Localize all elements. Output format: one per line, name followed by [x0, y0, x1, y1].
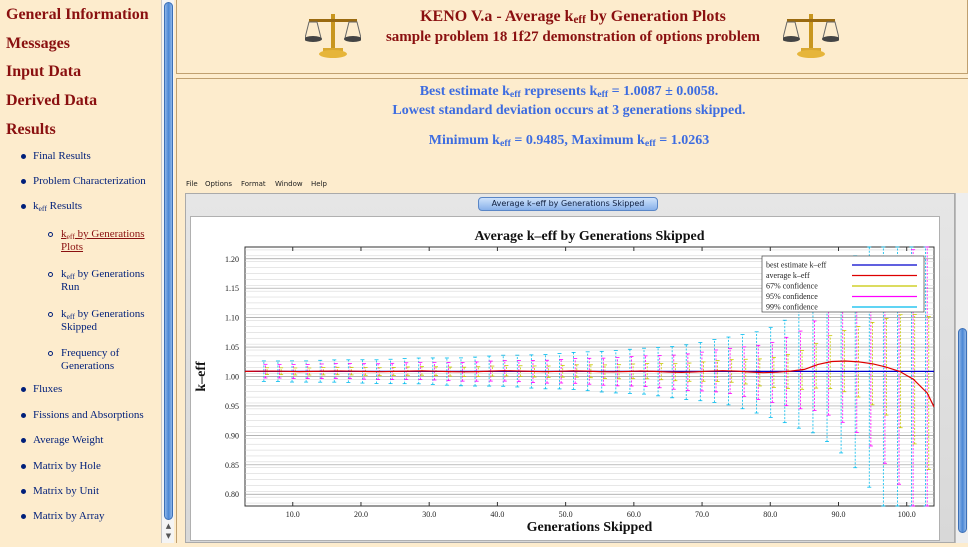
nav-keff-plots-label: keff by Generations Plots	[61, 228, 145, 253]
y-tick-label: 1.10	[225, 314, 239, 323]
x-tick-label: 40.0	[490, 510, 504, 519]
nav-keff-results[interactable]: keff Results	[21, 200, 82, 212]
scroll-down-arrow-icon[interactable]: ▼	[165, 532, 172, 540]
right-scrollbar-thumb[interactable]	[958, 328, 967, 533]
nav-results[interactable]: Results	[6, 121, 56, 138]
legend-label: 95% confidence	[766, 292, 818, 301]
y-tick-label: 1.00	[225, 373, 239, 382]
x-tick-label: 80.0	[763, 510, 777, 519]
header-panel: KENO V.a - Average keff by Generation Pl…	[176, 0, 968, 74]
nav-scrollbar[interactable]: ▲ ▼	[161, 0, 174, 543]
nav-problem-characterization[interactable]: Problem Characterization	[21, 175, 146, 187]
applet-menubar: File Options Format Window Help	[184, 178, 968, 192]
nav-keff-results-k: k	[33, 200, 39, 212]
navigation-pane: General Information Messages Input Data …	[0, 0, 174, 543]
nav-messages[interactable]: Messages	[6, 35, 70, 52]
right-scrollbar[interactable]	[955, 193, 968, 543]
nav-matrix-unit-label: Matrix by Unit	[33, 485, 99, 497]
nav-fluxes[interactable]: Fluxes	[21, 383, 62, 395]
page-subtitle: sample problem 18 1f27 demonstration of …	[385, 29, 761, 45]
y-tick-label: 1.05	[225, 343, 239, 352]
chart-title: Average k–eff by Generations Skipped	[475, 229, 705, 244]
nav-final-results-label: Final Results	[33, 150, 91, 162]
y-tick-label: 1.20	[225, 255, 239, 264]
legend-label: best estimate k–eff	[766, 261, 827, 270]
circle-bullet-icon	[48, 351, 53, 356]
nav-fissions-and-absorptions[interactable]: Fissions and Absorptions	[21, 409, 144, 421]
y-tick-label: 0.95	[225, 402, 239, 411]
nav-keff-results-sub: eff	[38, 204, 47, 213]
nav-matrix-by-unit[interactable]: Matrix by Unit	[21, 485, 99, 497]
bullet-icon	[21, 386, 26, 392]
nav-scrollbar-thumb[interactable]	[164, 2, 173, 520]
bullet-icon	[21, 203, 26, 209]
legend-label: average k–eff	[766, 271, 810, 280]
plot-panel: Average k–eff by Generations Skipped 1.20…	[190, 216, 940, 541]
x-tick-label: 20.0	[354, 510, 368, 519]
x-tick-label: 50.0	[559, 510, 573, 519]
x-tick-label: 90.0	[831, 510, 845, 519]
nav-general-information[interactable]: General Information	[6, 6, 149, 23]
y-tick-label: 0.80	[225, 490, 239, 499]
legend-label: 99% confidence	[766, 303, 818, 312]
nav-final-results[interactable]: Final Results	[21, 150, 91, 162]
nav-fluxes-label: Fluxes	[33, 383, 63, 395]
circle-bullet-icon	[48, 272, 53, 277]
y-axis-label: k–eff	[194, 361, 209, 392]
menu-file[interactable]: File	[186, 180, 198, 188]
average-keff-line	[244, 360, 935, 408]
nav-keff-skipped-label: keff by Generations Skipped	[61, 308, 145, 333]
bullet-icon	[21, 463, 26, 469]
nav-keff-run-label: keff by Generations Run	[61, 268, 145, 293]
balance-scale-icon	[305, 14, 361, 58]
y-tick-label: 0.85	[225, 461, 239, 470]
nav-problem-characterization-label: Problem Characterization	[33, 175, 146, 187]
menu-format[interactable]: Format	[241, 180, 266, 188]
bullet-icon	[21, 437, 26, 443]
y-tick-label: 1.15	[225, 284, 239, 293]
scroll-up-arrow-icon[interactable]: ▲	[165, 522, 172, 530]
min-max-keff-text: Minimum keff = 0.9485, Maximum keff = 1.…	[428, 133, 710, 149]
bullet-icon	[21, 178, 26, 184]
y-tick-label: 0.90	[225, 431, 239, 440]
best-estimate-text: Best estimate keff represents keff = 1.0…	[419, 84, 719, 100]
nav-keff-results-rest: Results	[46, 200, 83, 212]
nav-matrix-by-array[interactable]: Matrix by Array	[21, 510, 104, 522]
nav-average-weight[interactable]: Average Weight	[21, 434, 104, 446]
balance-scale-icon	[783, 14, 839, 58]
bullet-icon	[21, 153, 26, 159]
nav-derived-data[interactable]: Derived Data	[6, 92, 98, 109]
menu-help[interactable]: Help	[311, 180, 327, 188]
x-tick-label: 10.0	[286, 510, 300, 519]
nav-matrix-by-hole[interactable]: Matrix by Hole	[21, 460, 101, 472]
nav-matrix-array-label: Matrix by Array	[33, 510, 105, 522]
bullet-icon	[21, 412, 26, 418]
menu-options[interactable]: Options	[205, 180, 233, 188]
nav-frequency-label: Frequency of Generations	[61, 347, 120, 372]
bullet-icon	[21, 513, 26, 519]
x-tick-label: 60.0	[627, 510, 641, 519]
circle-bullet-icon	[48, 232, 53, 237]
keff-chart: Average k–eff by Generations Skipped 1.20…	[194, 229, 935, 535]
nav-fissions-label: Fissions and Absorptions	[33, 409, 144, 421]
page-title: KENO V.a - Average keff by Generation Pl…	[420, 8, 726, 26]
nav-average-weight-label: Average Weight	[33, 434, 104, 446]
bullet-icon	[21, 488, 26, 494]
legend-label: 67% confidence	[766, 282, 818, 291]
x-tick-label: 70.0	[695, 510, 709, 519]
plot-window-tab[interactable]: Average k–eff by Generations Skipped	[478, 197, 658, 211]
x-tick-label: 30.0	[422, 510, 436, 519]
nav-matrix-hole-label: Matrix by Hole	[33, 460, 101, 472]
x-tick-label: 100.0	[898, 510, 916, 519]
lowest-std-text: Lowest standard deviation occurs at 3 ge…	[392, 103, 746, 118]
nav-input-data[interactable]: Input Data	[6, 63, 82, 80]
circle-bullet-icon	[48, 312, 53, 317]
menu-window[interactable]: Window	[275, 180, 303, 188]
x-axis-label: Generations Skipped	[527, 520, 653, 535]
